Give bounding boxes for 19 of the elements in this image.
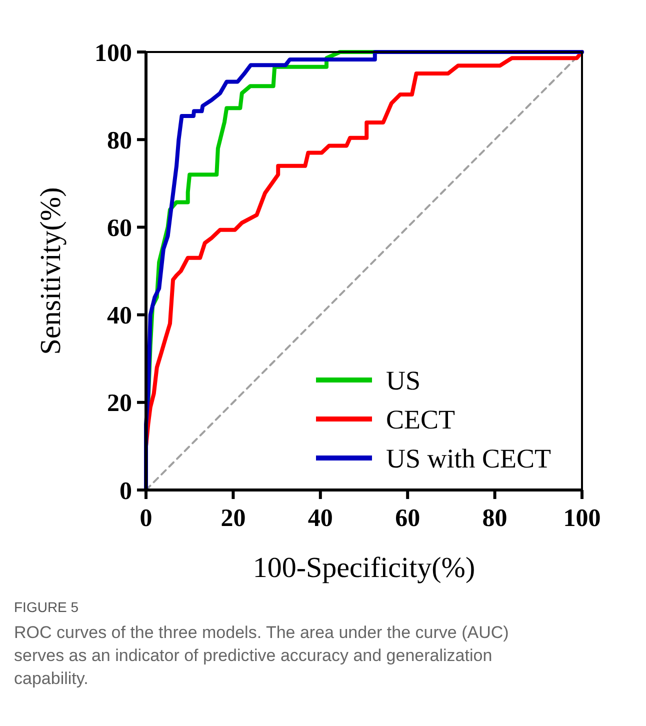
x-tick-label: 40 — [308, 505, 333, 532]
x-tick-label: 60 — [395, 505, 420, 532]
x-tick-label: 80 — [482, 505, 508, 532]
legend-label: US with CECT — [386, 443, 552, 474]
y-axis-title: Sensitivity(%) — [35, 187, 67, 355]
caption: FIGURE 5 — [14, 599, 79, 615]
y-tick-label: 20 — [107, 390, 132, 418]
legend-label: US — [386, 365, 421, 396]
y-tick-label: 40 — [107, 302, 132, 330]
y-tick-label: 0 — [120, 478, 132, 505]
x-tick-label: 0 — [140, 505, 152, 532]
x-tick-label: 100 — [563, 505, 601, 532]
x-tick-label: 20 — [220, 505, 246, 532]
legend-label: CECT — [386, 404, 456, 434]
y-tick-label: 80 — [107, 127, 132, 154]
text: ROC curves of the three models. The area under the curve (AUC) serves as an indicator of predictive accuracy and generalization capability. — [14, 623, 509, 688]
x-axis-title: 100-Specificity(%) — [252, 552, 476, 584]
y-tick-label: 60 — [107, 214, 132, 242]
y-tick-label: 100 — [94, 40, 132, 67]
